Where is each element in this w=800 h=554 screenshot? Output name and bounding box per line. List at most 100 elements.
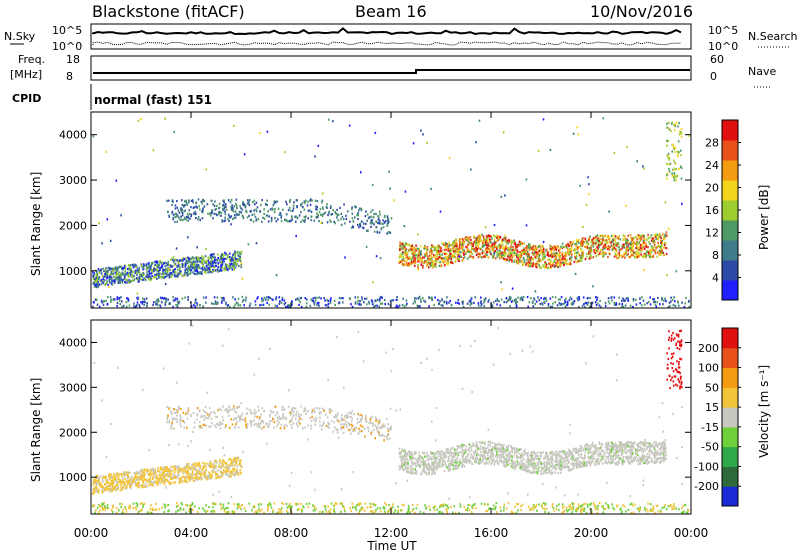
data-cell [300, 204, 302, 207]
data-cell [494, 235, 496, 238]
data-cell [267, 503, 269, 507]
data-cell [458, 258, 460, 261]
data-cell [398, 260, 401, 263]
data-cell [204, 473, 207, 476]
data-cell [110, 482, 113, 486]
data-cell [635, 237, 638, 240]
data-cell [375, 212, 377, 216]
data-cell [165, 268, 167, 271]
data-cell [269, 208, 272, 211]
data-cell [129, 487, 132, 490]
data-cell [635, 240, 637, 243]
data-cell [288, 206, 291, 209]
data-cell [174, 212, 177, 215]
data-cell [552, 245, 555, 248]
data-cell [662, 238, 665, 241]
data-cell [461, 259, 463, 262]
data-cell [184, 200, 186, 203]
data-cell [286, 220, 289, 223]
data-cell [130, 477, 132, 480]
data-cell [209, 256, 212, 259]
data-cell [387, 231, 390, 234]
data-cell [413, 252, 415, 255]
data-cell [337, 213, 340, 216]
data-cell [604, 507, 607, 510]
data-cell [223, 201, 225, 204]
data-cell [314, 296, 316, 299]
data-cell [503, 247, 506, 250]
data-cell [376, 304, 378, 307]
data-cell [126, 271, 129, 274]
data-cell [392, 506, 394, 509]
data-cell [132, 279, 134, 282]
data-cell [542, 264, 544, 267]
data-cell [246, 216, 249, 219]
data-cell [190, 206, 192, 209]
data-cell [169, 264, 172, 267]
data-cell [125, 510, 128, 513]
data-cell [572, 301, 575, 304]
data-cell [168, 509, 170, 512]
data-cell [224, 254, 226, 257]
data-cell [417, 254, 420, 257]
data-cell [174, 220, 176, 223]
data-cell [227, 255, 229, 258]
data-cell [141, 300, 144, 303]
data-cell [652, 249, 655, 252]
data-cell [565, 259, 567, 262]
data-cell [503, 301, 505, 304]
data-cell [464, 508, 467, 511]
data-cell [536, 251, 538, 254]
data-cell [138, 268, 140, 271]
data-cell [126, 267, 129, 271]
beam-title: Beam 16 [355, 2, 427, 21]
data-cell [115, 277, 118, 280]
data-cell [664, 235, 666, 238]
data-cell [150, 277, 152, 280]
data-cell [656, 301, 659, 304]
data-cell [649, 255, 651, 258]
data-cell [198, 271, 200, 274]
data-cell [515, 252, 518, 255]
data-cell [230, 223, 232, 226]
data-cell [131, 263, 133, 267]
data-cell [535, 249, 538, 252]
data-cell [408, 264, 410, 267]
data-cell [378, 216, 380, 219]
data-cell [138, 276, 140, 279]
data-cell [510, 239, 513, 242]
data-cell [491, 242, 494, 245]
data-cell [127, 264, 130, 267]
data-cell [243, 507, 246, 510]
data-cell [659, 253, 661, 256]
data-cell [458, 247, 461, 250]
data-cell [431, 244, 433, 247]
data-cell [617, 235, 620, 238]
data-cell [623, 299, 625, 302]
data-cell [191, 503, 194, 506]
data-cell [570, 256, 573, 259]
data-cell [128, 272, 130, 275]
data-cell [307, 200, 309, 203]
data-cell [356, 223, 359, 227]
data-cell [515, 298, 517, 301]
data-cell [316, 208, 318, 211]
data-cell [529, 265, 531, 268]
data-cell [569, 504, 571, 507]
data-cell [254, 510, 256, 513]
data-cell [512, 511, 515, 515]
data-cell [272, 204, 275, 207]
data-cell [150, 279, 152, 282]
data-cell [92, 505, 95, 508]
data-cell [313, 303, 316, 306]
data-cell [674, 174, 676, 177]
data-cell [581, 257, 584, 260]
data-cell [659, 235, 661, 238]
data-cell [168, 273, 171, 276]
data-cell [422, 264, 424, 267]
data-cell [261, 220, 263, 223]
data-cell [571, 507, 574, 510]
data-cell [478, 234, 481, 237]
data-cell [662, 303, 664, 306]
data-cell [686, 511, 689, 515]
